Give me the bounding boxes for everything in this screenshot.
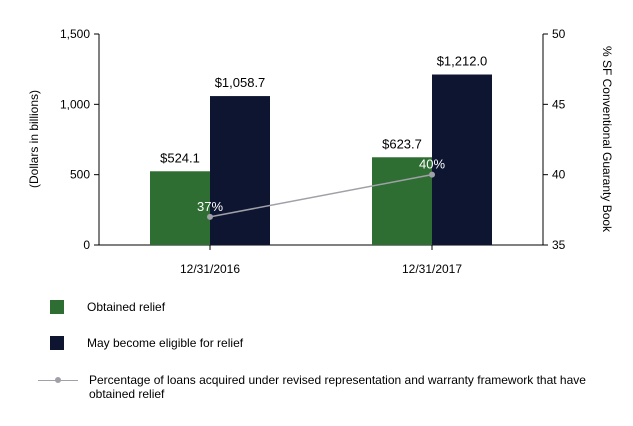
y2-tick-label: 40 (552, 168, 566, 182)
percentage-line (209, 173, 433, 218)
y2-tick-label: 50 (552, 27, 566, 41)
y-tick-label: 1,500 (60, 27, 90, 41)
bar-value-label: $524.1 (160, 150, 200, 165)
bar-obtained-relief (372, 157, 432, 245)
bar-may-become-eligible (210, 96, 270, 245)
y-tick-label: 500 (70, 168, 90, 182)
bar-obtained-relief (150, 171, 210, 245)
y-axis-label: (Dollars in billions) (27, 90, 41, 188)
y-tick-label: 0 (83, 238, 90, 252)
y2-tick-label: 45 (552, 97, 566, 111)
bar-may-become-eligible (432, 74, 492, 246)
bar-value-label: $1,212.0 (437, 54, 488, 69)
bar-value-label: $1,058.7 (215, 75, 266, 90)
percentage-label: 37% (197, 199, 223, 214)
percentage-point (207, 213, 213, 220)
bar-value-label: $623.7 (382, 136, 422, 151)
percentage-point (429, 171, 435, 178)
y-tick-label: 1,000 (60, 97, 90, 111)
y2-tick-label: 35 (552, 238, 566, 252)
y2-axis-label: % SF Conventional Guaranty Book (600, 46, 614, 233)
x-tick-label: 12/31/2016 (180, 262, 240, 276)
x-tick-label: 12/31/2017 (402, 262, 462, 276)
percentage-label: 40% (419, 157, 445, 172)
